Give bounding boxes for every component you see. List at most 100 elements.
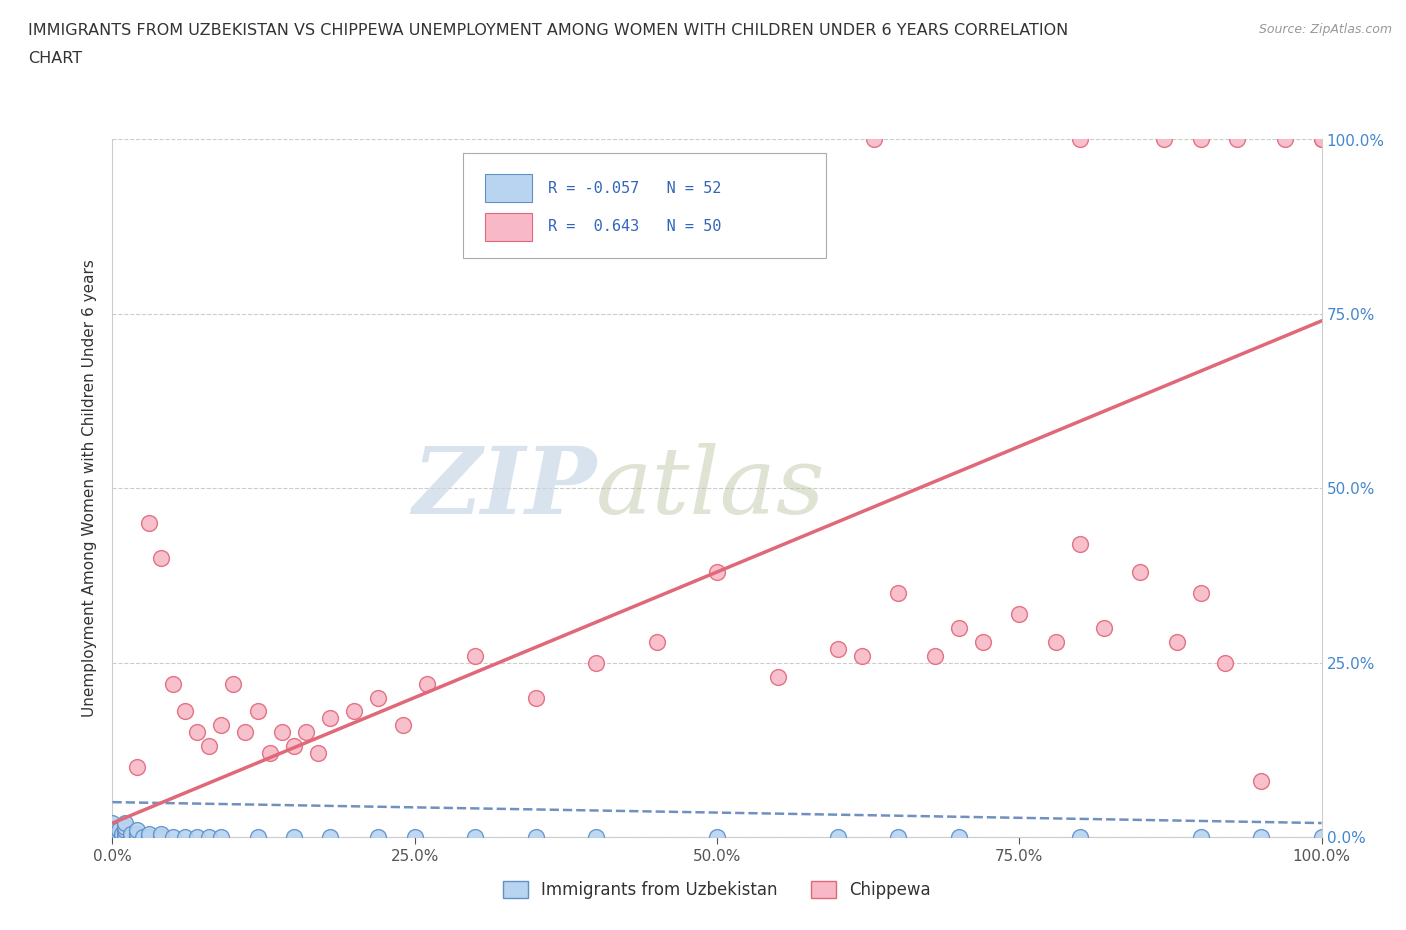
Point [319, 711, 342, 725]
Point [706, 830, 728, 844]
Point [114, 819, 136, 834]
Y-axis label: Unemployment Among Women with Children Under 6 years: Unemployment Among Women with Children U… [82, 259, 97, 717]
Point [138, 830, 160, 844]
Point [132, 830, 155, 844]
Text: IMMIGRANTS FROM UZBEKISTAN VS CHIPPEWA UNEMPLOYMENT AMONG WOMEN WITH CHILDREN UN: IMMIGRANTS FROM UZBEKISTAN VS CHIPPEWA U… [28, 23, 1069, 38]
Point [1092, 620, 1115, 635]
Text: R =  0.643   N = 50: R = 0.643 N = 50 [548, 219, 721, 234]
Point [1045, 634, 1067, 649]
Point [209, 718, 232, 733]
Point [198, 830, 221, 844]
Point [162, 676, 184, 691]
Point [114, 826, 136, 841]
Point [125, 760, 148, 775]
Point [1250, 774, 1272, 789]
Point [464, 648, 486, 663]
Point [1310, 132, 1333, 147]
Point [101, 830, 124, 844]
Point [1153, 132, 1175, 147]
Point [645, 634, 668, 649]
Point [585, 656, 607, 671]
Point [295, 725, 318, 740]
Point [948, 830, 970, 844]
Point [125, 823, 148, 838]
Point [114, 816, 136, 830]
Point [1189, 830, 1212, 844]
Point [101, 823, 124, 838]
Point [138, 515, 160, 530]
Point [101, 830, 124, 844]
Point [246, 830, 269, 844]
Point [924, 648, 946, 663]
Point [1226, 132, 1249, 147]
Point [138, 826, 160, 841]
Point [235, 725, 257, 740]
Point [107, 830, 129, 844]
FancyBboxPatch shape [485, 175, 531, 203]
Point [111, 826, 134, 841]
Point [307, 746, 329, 761]
Point [887, 830, 910, 844]
Point [162, 830, 184, 844]
Point [125, 830, 148, 844]
Point [766, 670, 789, 684]
Point [101, 826, 124, 841]
Point [120, 830, 142, 844]
Point [1250, 830, 1272, 844]
Text: atlas: atlas [596, 444, 825, 533]
Point [827, 830, 849, 844]
Point [464, 830, 486, 844]
Point [367, 690, 389, 705]
Point [524, 690, 547, 705]
Point [1310, 132, 1333, 147]
Point [107, 826, 129, 841]
Point [391, 718, 413, 733]
Point [416, 676, 439, 691]
Point [1189, 132, 1212, 147]
Point [1069, 537, 1091, 551]
Point [149, 826, 172, 841]
Point [887, 586, 910, 601]
Legend: Immigrants from Uzbekistan, Chippewa: Immigrants from Uzbekistan, Chippewa [496, 874, 938, 906]
Point [1166, 634, 1188, 649]
Point [1274, 132, 1296, 147]
Point [851, 648, 873, 663]
Point [101, 830, 124, 844]
Point [125, 826, 148, 841]
Point [948, 620, 970, 635]
Point [1008, 606, 1031, 621]
Point [114, 830, 136, 844]
Point [259, 746, 281, 761]
Text: CHART: CHART [28, 51, 82, 66]
Text: ZIP: ZIP [412, 444, 596, 533]
Point [1213, 656, 1236, 671]
Point [283, 738, 305, 753]
Point [270, 725, 292, 740]
Point [283, 830, 305, 844]
Point [209, 830, 232, 844]
Point [107, 823, 129, 838]
Point [343, 704, 366, 719]
Point [149, 830, 172, 844]
Point [186, 725, 208, 740]
Point [114, 823, 136, 838]
Point [101, 823, 124, 838]
Text: R = -0.057   N = 52: R = -0.057 N = 52 [548, 180, 721, 196]
Point [1310, 830, 1333, 844]
Point [149, 551, 172, 565]
FancyBboxPatch shape [463, 153, 825, 259]
Point [101, 830, 124, 844]
Point [101, 826, 124, 841]
Point [120, 826, 142, 841]
Point [319, 830, 342, 844]
Point [367, 830, 389, 844]
Point [174, 704, 197, 719]
Point [827, 642, 849, 657]
Point [1069, 830, 1091, 844]
Text: Source: ZipAtlas.com: Source: ZipAtlas.com [1258, 23, 1392, 36]
Point [246, 704, 269, 719]
Point [198, 738, 221, 753]
Point [1189, 586, 1212, 601]
Point [585, 830, 607, 844]
Point [972, 634, 994, 649]
